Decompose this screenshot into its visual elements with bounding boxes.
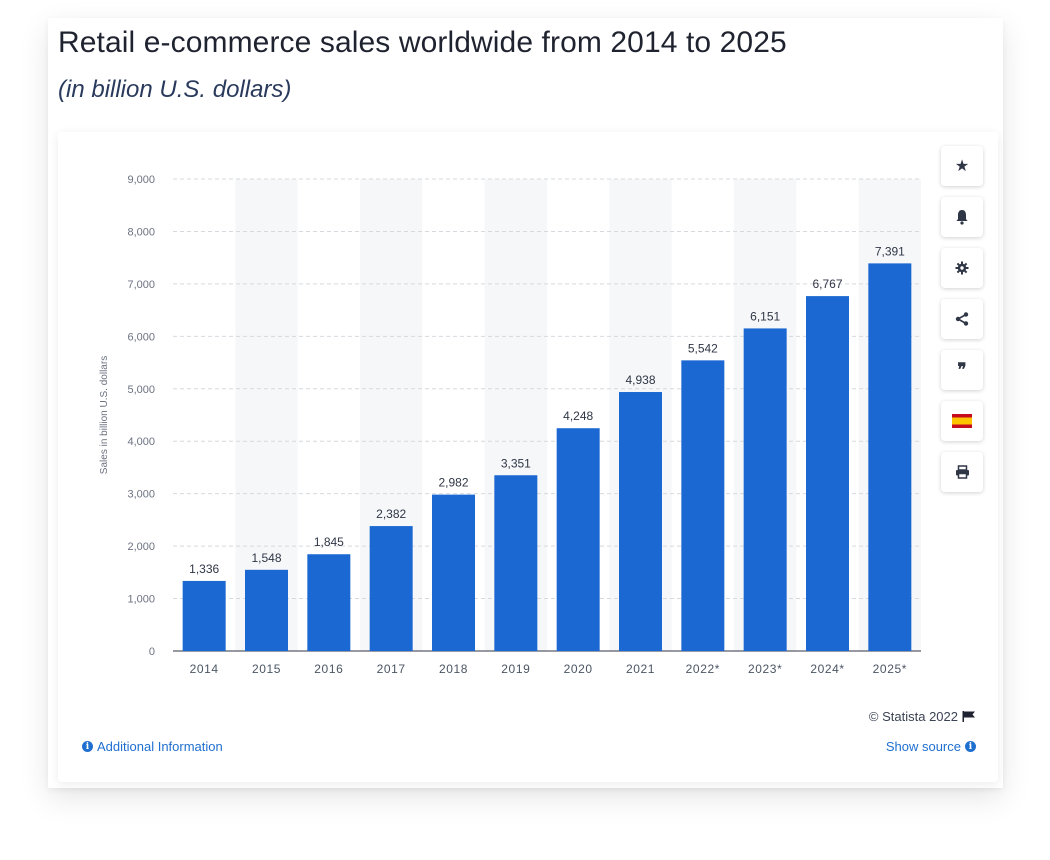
flag-icon [962, 711, 975, 722]
y-tick-label: 9,000 [127, 174, 155, 186]
star-icon: ★ [954, 158, 970, 175]
spain-flag-icon [952, 414, 972, 428]
data-label: 7,391 [875, 244, 905, 258]
bar[interactable] [182, 580, 226, 651]
x-tick-label: 2015 [252, 662, 281, 676]
print-icon [955, 465, 969, 479]
share-icon [955, 312, 969, 326]
x-tick-label: 2020 [564, 662, 593, 676]
copyright-notice: © Statista 2022 [869, 709, 976, 724]
y-tick-label: 8,000 [127, 226, 155, 238]
gear-icon [955, 261, 969, 275]
bell-icon [956, 210, 968, 225]
y-tick-label: 4,000 [127, 436, 155, 448]
x-tick-label: 2017 [377, 662, 406, 676]
data-label: 2,382 [376, 507, 406, 521]
x-tick-label: 2014 [190, 662, 219, 676]
y-tick-label: 6,000 [127, 331, 155, 343]
bar[interactable] [681, 360, 725, 651]
x-tick-label: 2023* [748, 662, 782, 676]
bar[interactable] [868, 263, 912, 651]
y-tick-label: 1,000 [127, 594, 155, 606]
data-label: 5,542 [688, 341, 718, 355]
x-tick-label: 2025* [873, 662, 907, 676]
bar[interactable] [743, 328, 787, 651]
data-label: 4,248 [563, 409, 593, 423]
chart-subtitle: (in billion U.S. dollars) [58, 76, 292, 103]
x-tick-label: 2024* [810, 662, 844, 676]
y-tick-label: 5,000 [127, 384, 155, 396]
info-icon: i [82, 741, 93, 752]
favorite-button[interactable]: ★ [941, 146, 983, 186]
data-label: 2,982 [438, 476, 468, 490]
y-tick-label: 0 [149, 646, 155, 658]
copyright-text: © Statista 2022 [868, 709, 958, 724]
bar[interactable] [245, 569, 288, 651]
language-button[interactable] [941, 401, 983, 441]
additional-information-label: Additional Information [97, 739, 223, 754]
show-source-link[interactable]: Show source i [886, 739, 976, 754]
y-tick-label: 2,000 [127, 541, 155, 553]
x-tick-label: 2022* [686, 662, 720, 676]
share-button[interactable] [941, 299, 983, 339]
info-icon: i [965, 741, 976, 752]
notification-button[interactable] [941, 197, 983, 237]
y-tick-label: 3,000 [127, 489, 155, 501]
chart-title: Retail e-commerce sales worldwide from 2… [58, 26, 787, 59]
data-label: 4,938 [625, 373, 655, 387]
bar[interactable] [432, 494, 475, 651]
x-tick-label: 2018 [439, 662, 468, 676]
x-tick-label: 2021 [626, 662, 655, 676]
data-label: 6,151 [750, 309, 780, 323]
data-label: 1,548 [251, 551, 281, 565]
x-tick-label: 2016 [314, 662, 343, 676]
settings-button[interactable] [941, 248, 983, 288]
additional-information-link[interactable]: i Additional Information [82, 739, 223, 754]
x-tick-label: 2019 [501, 662, 530, 676]
bar[interactable] [556, 428, 600, 651]
bar[interactable] [619, 392, 662, 651]
bar[interactable] [369, 526, 413, 651]
chart-toolbar: ★ ❞ [941, 146, 985, 503]
print-button[interactable] [941, 452, 983, 492]
data-label: 6,767 [812, 277, 842, 291]
show-source-label: Show source [885, 739, 961, 754]
bar[interactable] [307, 554, 351, 651]
y-axis-label: Sales in billion U.S. dollars [99, 356, 110, 474]
data-label: 1,336 [189, 562, 219, 576]
y-tick-label: 7,000 [127, 279, 155, 291]
quote-icon: ❞ [957, 360, 967, 380]
data-label: 3,351 [501, 456, 531, 470]
bar[interactable] [494, 475, 538, 651]
cite-button[interactable]: ❞ [941, 350, 983, 390]
bar[interactable] [806, 296, 849, 651]
data-label: 1,845 [314, 535, 344, 549]
